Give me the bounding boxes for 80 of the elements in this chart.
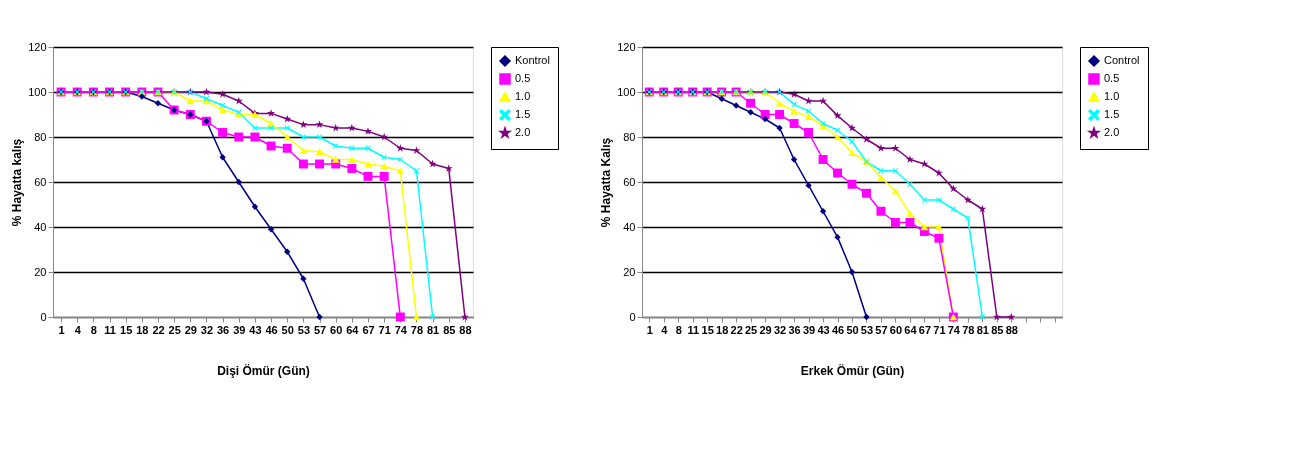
x-tick-label: 39 [233, 323, 246, 336]
x-axis-title: Erkek Ömür (Gün) [800, 362, 905, 378]
x-tick-label: 8 [90, 323, 97, 336]
x-tick-label: 4 [661, 323, 669, 336]
legend-label: 1.0 [1104, 90, 1120, 102]
x-tick-label: 36 [788, 323, 801, 336]
x-tick-label: 78 [410, 323, 424, 336]
y-tick-label: 100 [617, 85, 636, 98]
legend-label: 1.0 [515, 90, 531, 102]
x-tick-label: 57 [875, 323, 888, 336]
x-tick-label: 11 [687, 323, 700, 336]
x-tick-label: 64 [904, 323, 918, 336]
y-tick-label: 60 [34, 175, 47, 188]
legend-label: 0.5 [515, 72, 531, 84]
x-tick-label: 15 [701, 323, 714, 336]
x-tick-label: 60 [889, 323, 903, 336]
x-tick-label: 36 [216, 323, 230, 336]
x-tick-label: 53 [297, 323, 311, 336]
y-tick-label: 0 [40, 310, 47, 323]
x-tick-label: 71 [933, 323, 946, 336]
x-tick-label: 8 [675, 323, 682, 336]
x-tick-label: 67 [362, 323, 375, 336]
x-tick-label: 15 [120, 323, 133, 336]
x-tick-label: 53 [860, 323, 874, 336]
x-tick-label: 81 [426, 323, 440, 336]
x-tick-label: 32 [200, 323, 214, 336]
x-tick-label: 29 [184, 323, 197, 336]
x-tick-label: 85 [443, 323, 456, 336]
x-tick-label: 60 [330, 323, 343, 336]
y-tick-label: 20 [623, 265, 636, 278]
y-tick-label: 120 [617, 40, 636, 53]
x-tick-label: 11 [104, 323, 116, 336]
legend-label: 0.5 [1104, 72, 1120, 84]
x-tick-label: 74 [947, 323, 961, 336]
x-tick-label: 88 [1005, 323, 1018, 336]
x-axis-title: Dişi Ömür (Gün) [217, 362, 310, 378]
legend-label: 2.0 [1104, 126, 1120, 138]
y-tick-label: 0 [629, 310, 636, 323]
x-tick-label: 71 [378, 323, 391, 336]
x-tick-label: 1 [646, 323, 653, 336]
x-tick-label: 50 [281, 323, 294, 336]
x-tick-label: 22 [152, 323, 165, 336]
x-tick-label: 57 [313, 323, 327, 336]
x-tick-label: 1 [58, 323, 65, 336]
x-tick-label: 46 [265, 323, 278, 336]
legend-label: Control [1104, 54, 1140, 66]
y-axis-title: % Hayatta kalış [10, 138, 25, 227]
legend-label: Kontrol [515, 54, 550, 66]
x-tick-label: 39 [802, 323, 816, 336]
legend-label: 1.5 [515, 108, 531, 120]
x-tick-label: 46 [831, 323, 845, 336]
x-tick-label: 43 [817, 323, 830, 336]
x-tick-label: 25 [168, 323, 181, 336]
y-tick-label: 100 [28, 85, 47, 98]
x-tick-label: 22 [730, 323, 743, 336]
x-tick-label: 88 [459, 323, 472, 336]
y-tick-label: 80 [623, 130, 636, 143]
x-tick-label: 18 [716, 323, 729, 336]
y-tick-label: 120 [28, 40, 47, 53]
x-tick-label: 43 [249, 323, 262, 336]
x-tick-label: 78 [962, 323, 975, 336]
x-tick-label: 67 [918, 323, 932, 336]
y-tick-label: 60 [623, 175, 636, 188]
x-tick-label: 25 [745, 323, 758, 336]
legend-label: 1.5 [1104, 108, 1120, 120]
x-tick-label: 4 [74, 323, 82, 336]
x-tick-label: 74 [394, 323, 408, 336]
x-tick-label: 50 [846, 323, 859, 336]
x-tick-label: 64 [346, 323, 360, 336]
legend-label: 2.0 [515, 126, 531, 138]
x-tick-label: 85 [991, 323, 1004, 336]
x-tick-label: 29 [759, 323, 772, 336]
x-tick-label: 18 [136, 323, 149, 336]
y-tick-label: 40 [34, 220, 47, 233]
x-tick-label: 81 [976, 323, 989, 336]
y-tick-label: 20 [34, 265, 47, 278]
y-tick-label: 80 [34, 130, 47, 143]
x-tick-label: 32 [773, 323, 787, 336]
y-tick-label: 40 [623, 220, 636, 233]
y-axis-title: % Hayatta Kalış [599, 137, 614, 228]
